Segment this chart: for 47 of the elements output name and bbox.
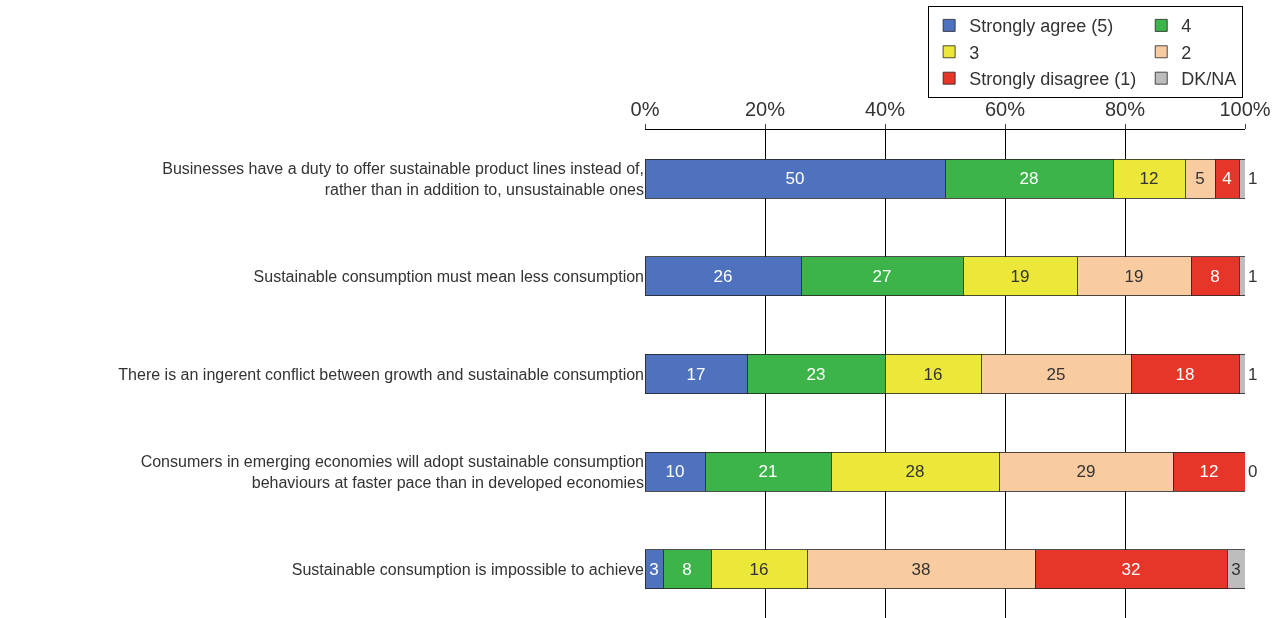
data-label: 8 <box>1210 266 1220 286</box>
data-label: 27 <box>872 266 892 286</box>
data-label: 38 <box>911 559 931 579</box>
y-tick-label: Sustainable consumption must mean less consumption <box>253 268 644 285</box>
data-label: 16 <box>923 364 943 384</box>
data-label: 21 <box>758 462 778 482</box>
data-label: 0 <box>1248 462 1258 482</box>
data-label: 12 <box>1139 169 1159 189</box>
data-label: 3 <box>1231 559 1241 579</box>
x-tick-label: 60% <box>984 98 1026 120</box>
data-label: 1 <box>1248 266 1258 286</box>
x-tick-label: 100% <box>1219 98 1271 120</box>
legend-label: 4 <box>1181 16 1192 37</box>
data-label: 5 <box>1195 169 1205 189</box>
data-label: 17 <box>686 364 706 384</box>
y-tick-label: Sustainable consumption is impossible to achieve <box>291 560 645 578</box>
data-label: 1 <box>1248 364 1258 384</box>
legend-label: 2 <box>1181 42 1192 63</box>
data-label: 4 <box>1222 169 1232 189</box>
data-label: 25 <box>1046 364 1066 384</box>
data-label: 1 <box>1248 169 1258 189</box>
data-label: 19 <box>1010 266 1030 286</box>
data-label: 29 <box>1076 462 1096 482</box>
legend-label: DK/NA <box>1181 69 1237 90</box>
data-label: 16 <box>749 559 769 579</box>
data-label: 32 <box>1121 559 1141 579</box>
data-label: 26 <box>713 266 733 286</box>
x-tick-label: 80% <box>1104 98 1146 120</box>
data-label: 8 <box>682 559 692 579</box>
data-label: 3 <box>649 559 659 579</box>
data-label: 23 <box>806 364 826 384</box>
data-label: 28 <box>1019 169 1039 189</box>
data-label: 28 <box>905 462 925 482</box>
legend-label: Strongly agree (5) <box>969 16 1114 37</box>
y-tick-label: Consumers in emerging economies will adopt sustainable consumption behaviours at faster pace than in developed economies <box>140 452 644 491</box>
data-label: 12 <box>1199 462 1219 482</box>
data-label: 18 <box>1175 364 1195 384</box>
x-tick-label: 0% <box>630 98 660 120</box>
legend-label: 3 <box>969 42 980 63</box>
y-tick-label: Businesses have a duty to offer sustainable product lines instead of, rather than in addition to, unsustainable ones <box>162 160 644 198</box>
data-label: 10 <box>665 462 685 482</box>
x-tick-label: 40% <box>864 98 906 120</box>
y-tick-label: There is an ingerent conflict between growth and sustainable consumption <box>118 365 644 383</box>
data-label: 50 <box>785 169 805 189</box>
x-tick-label: 20% <box>744 98 786 120</box>
legend-label: Strongly disagree (1) <box>969 69 1137 90</box>
data-label: 19 <box>1124 266 1144 286</box>
